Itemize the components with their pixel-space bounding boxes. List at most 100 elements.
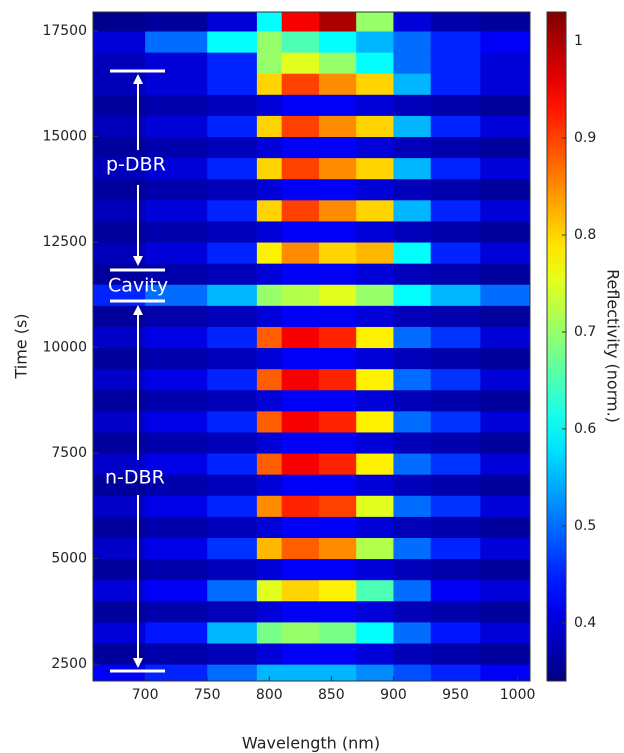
heatmap-cell (281, 178, 320, 201)
heatmap-cell (256, 474, 283, 496)
heatmap-cell (145, 600, 208, 623)
heatmap-cell (430, 474, 481, 496)
x-tick-label: 900 (380, 687, 407, 703)
heatmap-cell (356, 474, 394, 496)
x-tick-label: 950 (442, 687, 469, 703)
heatmap-cell (281, 621, 320, 644)
heatmap-cell (393, 474, 432, 496)
heatmap-cell (93, 368, 146, 391)
heatmap-cell (480, 30, 531, 53)
heatmap-cell (480, 157, 531, 180)
heatmap-cell (207, 30, 258, 53)
heatmap-cell (356, 621, 394, 644)
heatmap-cell (93, 30, 146, 53)
heatmap-cell (480, 558, 531, 581)
heatmap-cell (356, 389, 394, 412)
colorbar-label: Reflectivity (norm.) (604, 269, 623, 423)
heatmap-cell (281, 410, 320, 433)
heatmap-cell (480, 199, 531, 222)
annotation: Cavity (108, 275, 168, 297)
heatmap-cell (207, 600, 258, 623)
heatmap-cell (256, 157, 283, 180)
heatmap-cell (318, 368, 357, 391)
heatmap-cell (356, 347, 394, 370)
y-tick-label: 2500 (51, 656, 87, 672)
heatmap-cell (93, 474, 146, 496)
heatmap-cell (318, 242, 357, 264)
heatmap-cell (93, 347, 146, 370)
heatmap-cell (281, 242, 320, 264)
heatmap-cell (145, 579, 208, 602)
heatmap-cell (480, 368, 531, 391)
heatmap-cell (430, 73, 481, 95)
heatmap-cell (145, 347, 208, 370)
heatmap-cell (318, 199, 357, 222)
heatmap-cell (93, 94, 146, 116)
arrowhead (133, 256, 143, 266)
heatmap-cell (393, 263, 432, 285)
heatmap-cell (93, 643, 146, 665)
heatmap-cell (480, 52, 531, 74)
heatmap-cell (318, 410, 357, 433)
heatmap-cell (393, 115, 432, 138)
heatmap-cell (256, 537, 283, 560)
heatmap-cell (318, 643, 357, 665)
y-tick-label: 15000 (42, 129, 87, 145)
heatmap-cell (256, 199, 283, 222)
annotation: n-DBR (105, 467, 165, 489)
heatmap-cell (145, 643, 208, 665)
heatmap-cell (393, 178, 432, 201)
heatmap-cell (93, 621, 146, 644)
heatmap-cell (207, 347, 258, 370)
heatmap-cell (318, 178, 357, 201)
heatmap-cell (393, 389, 432, 412)
heatmap-cell (430, 284, 481, 306)
heatmap-cell (318, 431, 357, 454)
heatmap-cell (93, 537, 146, 560)
heatmap-cell (356, 643, 394, 665)
heatmap-cell (356, 199, 394, 222)
heatmap-cell (207, 157, 258, 180)
heatmap-cell (145, 157, 208, 180)
heatmap-cell (145, 368, 208, 391)
heatmap-cell (281, 347, 320, 370)
heatmap-cell (356, 664, 394, 682)
heatmap-cell (318, 220, 357, 243)
heatmap-cell (93, 410, 146, 433)
heatmap-cell (281, 52, 320, 74)
heatmap-cell (430, 368, 481, 391)
heatmap-cell (145, 115, 208, 138)
heatmap-cell (356, 495, 394, 517)
heatmap-cell (93, 157, 146, 180)
heatmap-cell (145, 474, 208, 496)
heatmap-cell (145, 537, 208, 560)
heatmap-cell (480, 410, 531, 433)
heatmap-cell (281, 474, 320, 496)
heatmap-cell (356, 73, 394, 95)
heatmap-cell (430, 600, 481, 623)
heatmap-cell (430, 136, 481, 159)
heatmap-cell (93, 73, 146, 95)
heatmap-cell (356, 136, 394, 159)
heatmap-cell (430, 94, 481, 116)
y-tick-label: 12500 (42, 234, 87, 250)
heatmap-cell (207, 537, 258, 560)
heatmap-cell (393, 94, 432, 116)
heatmap-cell (318, 263, 357, 285)
heatmap-cell (207, 516, 258, 538)
arrowhead (133, 305, 143, 315)
heatmap-cell (207, 136, 258, 159)
heatmap-cell (281, 263, 320, 285)
heatmap-cell (207, 431, 258, 454)
heatmap-cell (93, 305, 146, 327)
heatmap-cell (207, 410, 258, 433)
heatmap-cell (480, 600, 531, 623)
heatmap-cell (93, 52, 146, 74)
y-tick-label: 17500 (42, 23, 87, 39)
heatmap-cell (207, 305, 258, 327)
heatmap-cell (145, 199, 208, 222)
heatmap-cell (281, 12, 320, 32)
heatmap-cell (145, 178, 208, 201)
heatmap-cell (93, 136, 146, 159)
